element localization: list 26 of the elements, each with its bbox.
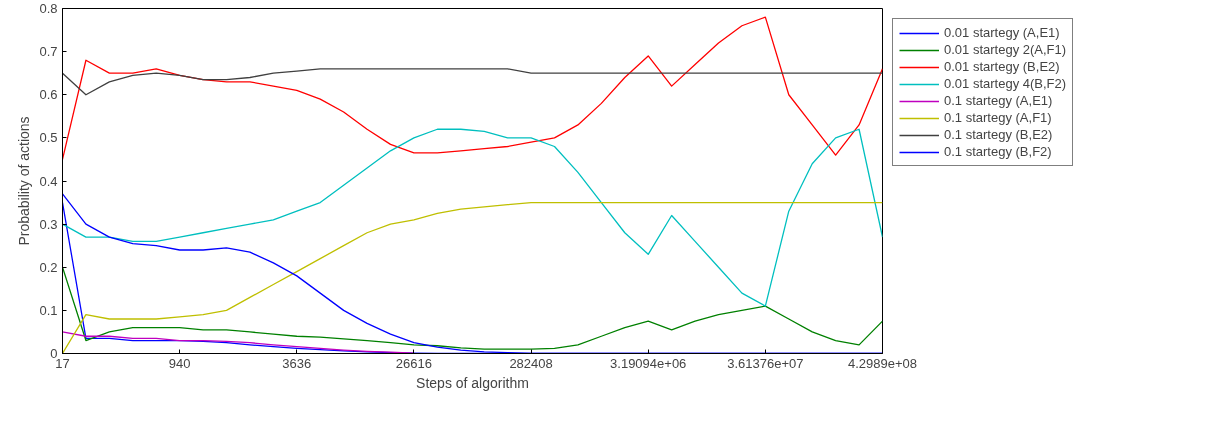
legend-label: 0.1 startegy (B,F2): [944, 144, 1052, 159]
legend-label: 0.01 startegy (B,E2): [944, 59, 1060, 74]
y-tick-label: 0.3: [39, 216, 58, 232]
x-tick-label: 3.61376e+07: [727, 355, 804, 371]
x-tick-label: 26616: [395, 355, 433, 371]
legend-label: 0.1 startegy (A,F1): [944, 110, 1052, 125]
y-tick-label: 0.4: [39, 173, 58, 189]
y-tick-label: 0.1: [39, 302, 58, 318]
x-tick-label: 3636: [282, 355, 312, 371]
y-tick-label: 0.2: [39, 259, 58, 275]
x-tick-label: 282408: [509, 355, 553, 371]
y-axis-title: Probability of actions: [16, 116, 33, 246]
x-tick-label: 4.2989e+08: [847, 355, 918, 371]
x-tick-label: 3.19094e+06: [610, 355, 687, 371]
legend-label: 0.01 startegy 4(B,F2): [944, 76, 1067, 91]
legend-label: 0.1 startegy (A,E1): [944, 93, 1053, 108]
y-tick-label: 0: [50, 346, 58, 361]
x-axis-title: Steps of algorithm: [416, 374, 529, 391]
legend-label: 0.01 startegy (A,E1): [944, 25, 1060, 40]
x-tick-label: 940: [168, 355, 191, 371]
legend-label: 0.01 startegy 2(A,F1): [944, 42, 1067, 57]
y-tick-label: 0.6: [39, 87, 58, 103]
y-tick-label: 0.8: [39, 1, 58, 16]
y-tick-label: 0.5: [39, 130, 58, 146]
legend-label: 0.1 startegy (B,E2): [944, 127, 1053, 142]
y-tick-label: 0.7: [39, 44, 58, 60]
